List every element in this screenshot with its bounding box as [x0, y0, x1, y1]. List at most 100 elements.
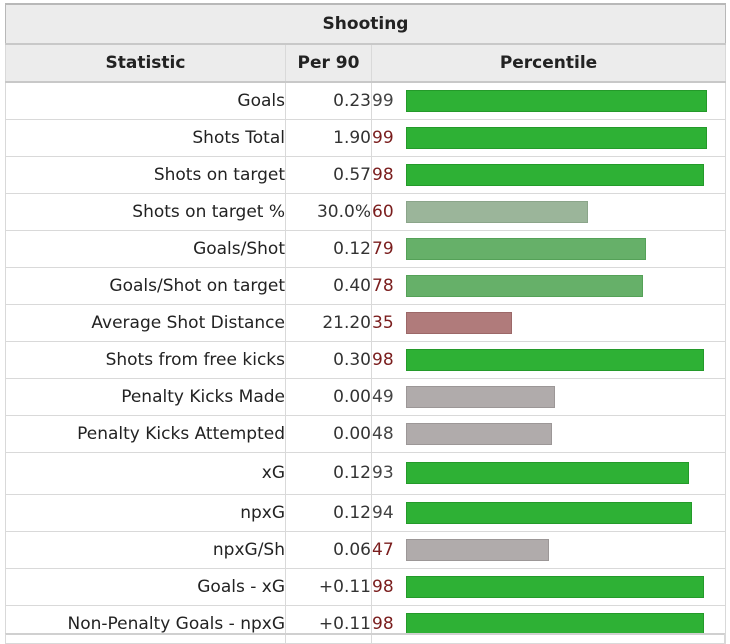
percentile-bar: [406, 274, 643, 297]
table-row: npxG/Sh 0.06 47: [5, 530, 727, 569]
stat-name: Goals - xG: [5, 567, 286, 606]
table-row: Shots on target % 30.0% 60: [5, 192, 727, 231]
stat-name: Shots Total: [5, 118, 286, 157]
percentile-bar: [406, 200, 588, 223]
per90-value: 0.00: [285, 377, 372, 416]
percentile-cell: 99: [370, 118, 727, 157]
table-caption: Shooting: [4, 3, 727, 45]
percentile-bar-track: [406, 422, 710, 445]
table-row: Goals/Shot 0.12 79: [5, 229, 727, 268]
column-header-percentile[interactable]: Percentile: [370, 43, 727, 83]
percentile-cell: 98: [370, 340, 727, 379]
per90-value: 30.0%: [285, 192, 372, 231]
percentile-bar: [406, 575, 704, 598]
per90-value: +0.11: [285, 567, 372, 606]
percentile-bar-track: [406, 575, 710, 598]
percentile-bar: [406, 237, 646, 260]
percentile-wrap: 98: [372, 157, 725, 193]
percentile-value: 93: [372, 463, 394, 483]
percentile-bar-track: [406, 462, 710, 484]
percentile-value: 49: [372, 386, 394, 407]
percentile-bar-track: [406, 311, 710, 334]
table-row: npxG 0.12 94: [5, 493, 727, 532]
percentile-value: 35: [372, 312, 394, 333]
percentile-bar-track: [406, 237, 710, 260]
table-row: Shots Total 1.90 99: [5, 118, 727, 157]
column-header-statistic[interactable]: Statistic: [5, 43, 286, 83]
stat-name: npxG: [5, 493, 286, 532]
stat-name: Shots on target %: [5, 192, 286, 231]
percentile-value: 79: [372, 238, 394, 259]
percentile-value: 98: [372, 164, 394, 185]
percentile-wrap: 49: [372, 379, 725, 415]
stat-name: Goals/Shot: [5, 229, 286, 268]
percentile-wrap: 99: [372, 83, 725, 119]
percentile-cell: 94: [370, 493, 727, 532]
percentile-wrap: 79: [372, 231, 725, 267]
table-body: Goals 0.23 99 Shots Total 1.90 99 Shots on tar…: [5, 81, 727, 644]
stat-name: Shots on target: [5, 155, 286, 194]
percentile-bar-track: [406, 613, 710, 635]
per90-value: 21.20: [285, 303, 372, 342]
percentile-bar: [406, 385, 555, 408]
percentile-bar: [406, 462, 689, 484]
percentile-bar-track: [406, 348, 710, 371]
percentile-wrap: 78: [372, 268, 725, 304]
percentile-wrap: 98: [372, 342, 725, 378]
percentile-cell: 78: [370, 266, 727, 305]
percentile-value: 99: [372, 90, 394, 111]
percentile-bar-track: [406, 538, 710, 561]
stat-name: Penalty Kicks Attempted: [5, 414, 286, 453]
percentile-wrap: 60: [372, 194, 725, 230]
percentile-cell: 49: [370, 377, 727, 416]
table-row: Goals - xG +0.11 98: [5, 567, 727, 606]
percentile-cell: 79: [370, 229, 727, 268]
per90-value: 0.57: [285, 155, 372, 194]
percentile-bar: [406, 422, 552, 445]
percentile-wrap: 35: [372, 305, 725, 341]
table-row: Non-Penalty Goals - npxG +0.11 98: [5, 604, 727, 644]
percentile-wrap: 98: [372, 569, 725, 605]
percentile-wrap: 93: [372, 453, 725, 494]
percentile-value: 99: [372, 127, 394, 148]
percentile-bar: [406, 348, 704, 371]
stat-name: npxG/Sh: [5, 530, 286, 569]
percentile-cell: 47: [370, 530, 727, 569]
per90-value: 0.00: [285, 414, 372, 453]
table-row: Goals 0.23 99: [5, 81, 727, 120]
percentile-wrap: 94: [372, 495, 725, 531]
table-row: Average Shot Distance 21.20 35: [5, 303, 727, 342]
percentile-bar-track: [406, 385, 710, 408]
percentile-cell: 98: [370, 567, 727, 606]
per90-value: 0.12: [285, 493, 372, 532]
stat-name: Shots from free kicks: [5, 340, 286, 379]
percentile-bar-track: [406, 89, 710, 112]
stat-name: xG: [5, 451, 286, 495]
percentile-bar: [406, 613, 704, 635]
percentile-cell: 60: [370, 192, 727, 231]
per90-value: 1.90: [285, 118, 372, 157]
percentile-value: 47: [372, 539, 394, 560]
table-row: Goals/Shot on target 0.40 78: [5, 266, 727, 305]
percentile-bar: [406, 501, 692, 524]
percentile-bar-track: [406, 126, 710, 149]
table-row: Shots on target 0.57 98: [5, 155, 727, 194]
percentile-cell: 98: [370, 155, 727, 194]
stat-name: Goals: [5, 81, 286, 120]
percentile-bar: [406, 163, 704, 186]
per90-value: 0.23: [285, 81, 372, 120]
percentile-bar: [406, 126, 707, 149]
per90-value: 0.06: [285, 530, 372, 569]
percentile-value: 48: [372, 423, 394, 444]
per90-value: +0.11: [285, 604, 372, 644]
column-header-per90[interactable]: Per 90: [285, 43, 372, 83]
percentile-wrap: 47: [372, 532, 725, 568]
per90-value: 0.40: [285, 266, 372, 305]
stat-name: Penalty Kicks Made: [5, 377, 286, 416]
table-row: Penalty Kicks Made 0.00 49: [5, 377, 727, 416]
percentile-cell: 93: [370, 451, 727, 495]
stat-name: Goals/Shot on target: [5, 266, 286, 305]
percentile-bar-track: [406, 274, 710, 297]
percentile-value: 78: [372, 275, 394, 296]
percentile-bar-track: [406, 200, 710, 223]
